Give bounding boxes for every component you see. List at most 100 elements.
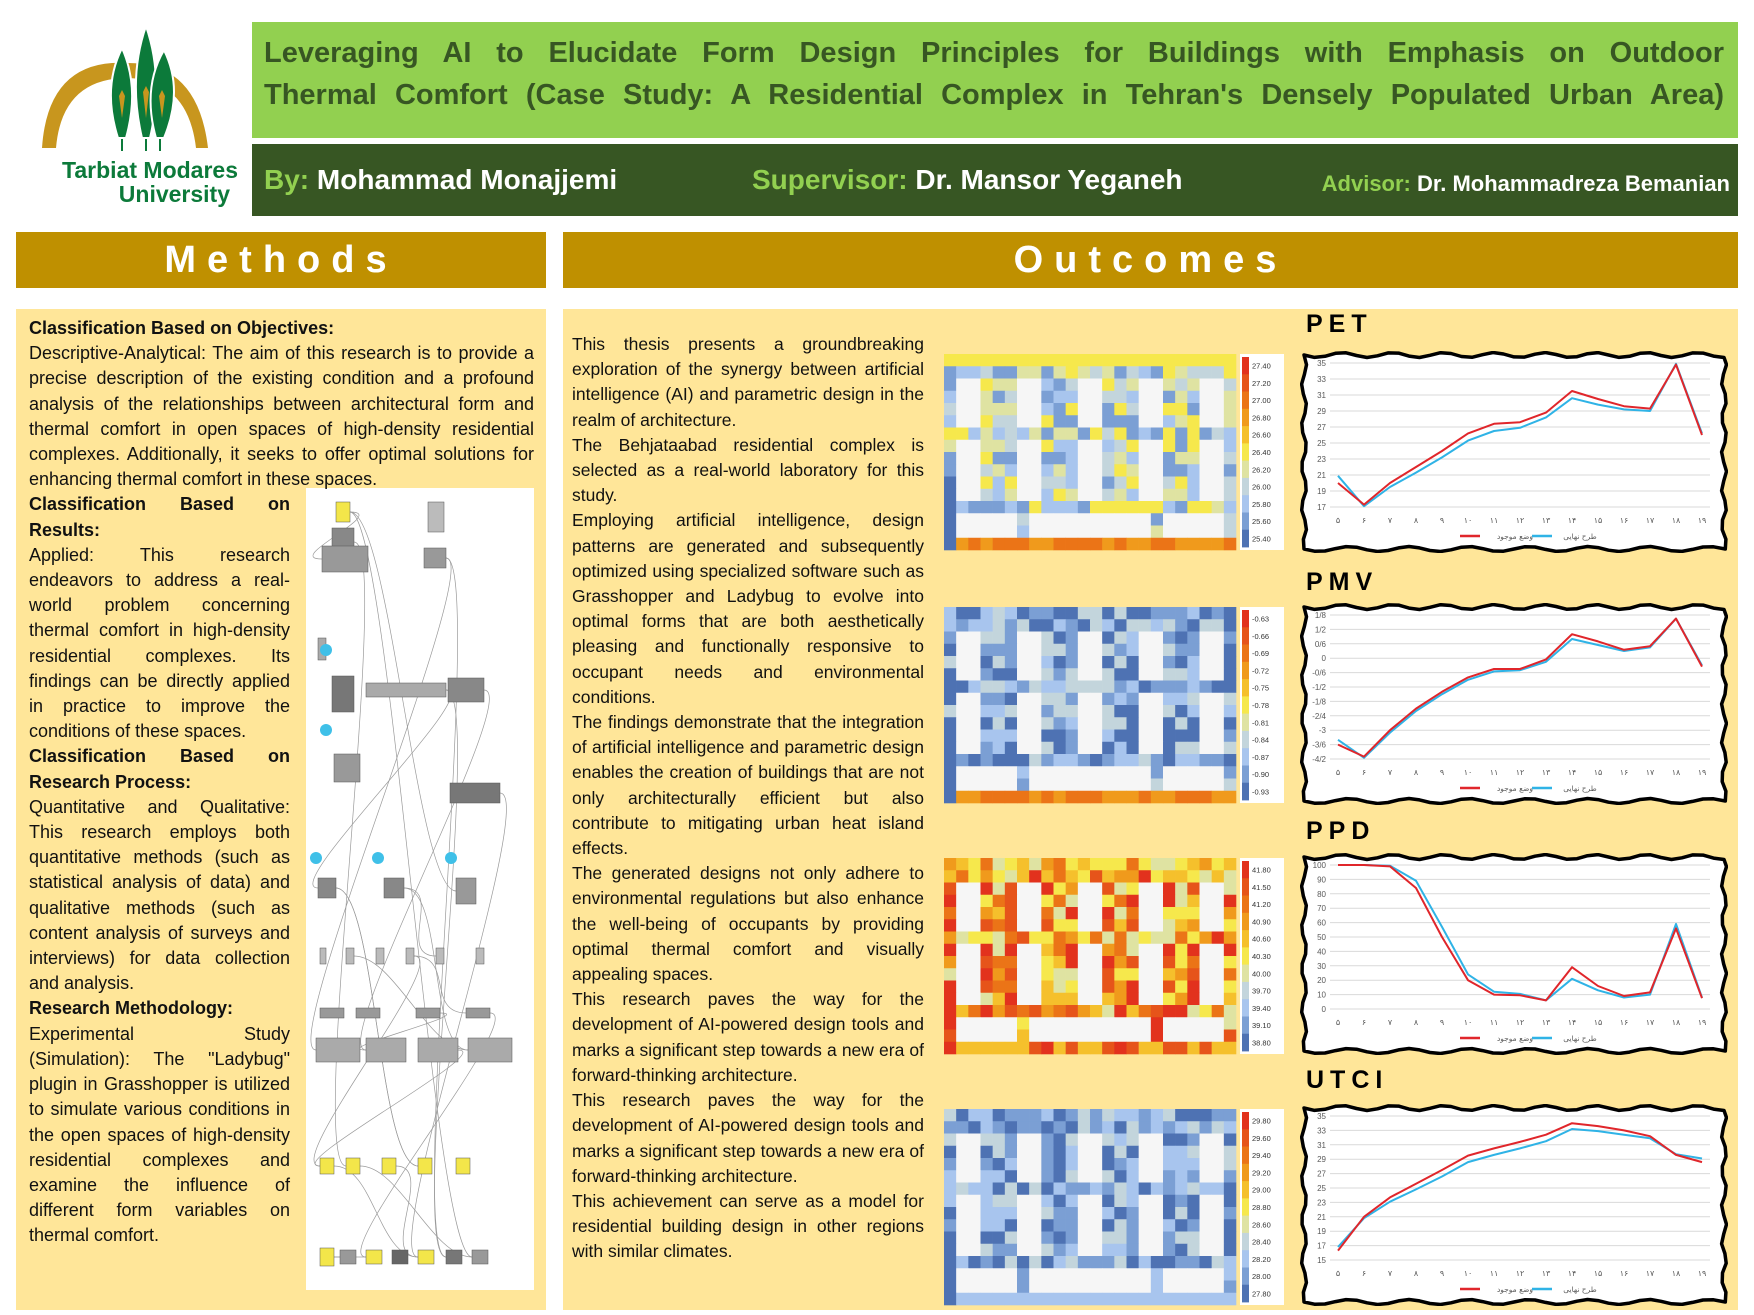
heatmap-cell (1102, 766, 1115, 779)
legend-label-existing: وضع موجود (1497, 1285, 1533, 1294)
component-node (317, 878, 337, 899)
heatmap-cell (1199, 464, 1212, 477)
heatmap-cell (1102, 1158, 1115, 1171)
heatmap-cell (1053, 501, 1066, 514)
heatmap-cell (1029, 631, 1042, 645)
legend-label: 27.20 (1252, 379, 1271, 388)
heatmap-cell (1114, 1158, 1127, 1171)
heatmap-cell (1077, 452, 1091, 465)
heatmap-cell (1223, 656, 1237, 669)
heatmap-cell (1211, 501, 1225, 514)
heatmap-cell (1199, 607, 1212, 620)
heatmap-cell (1065, 705, 1079, 718)
heatmap-cell (1150, 403, 1164, 416)
heatmap-cell (1187, 390, 1200, 404)
y-tick-label: -0/6 (1312, 669, 1326, 678)
heatmap-cell (980, 692, 993, 706)
heatmap-cell (1138, 415, 1152, 428)
heatmap-cell (944, 968, 957, 981)
legend-label: 28.40 (1252, 1238, 1271, 1247)
heatmap-cell (1102, 1017, 1115, 1030)
heatmap-cell (968, 631, 981, 645)
x-tick-label: ۵ (1336, 516, 1340, 525)
heatmap-cell (1065, 729, 1079, 743)
legend-swatch (1242, 1016, 1249, 1035)
heatmap-cell (992, 476, 1006, 490)
x-tick-label: ۷ (1388, 768, 1393, 777)
heatmap-cell (1150, 790, 1164, 804)
x-tick-label: ۱۸ (1672, 516, 1681, 525)
heatmap-cell (956, 607, 969, 620)
heatmap-cell (1175, 858, 1188, 871)
heatmap-cell (1138, 680, 1152, 694)
heatmap-cell (1102, 741, 1115, 755)
heatmap-cell (1126, 956, 1139, 969)
heatmap-cell (1029, 870, 1042, 883)
x-tick-label: ۱۲ (1516, 516, 1525, 525)
heatmap-cell (968, 354, 981, 367)
heatmap-cell (1053, 415, 1066, 428)
x-tick-label: ۸ (1414, 768, 1419, 777)
heatmap-cell (1187, 754, 1200, 767)
heatmap-cell (1004, 1145, 1018, 1159)
heatmap-cell (1126, 1231, 1139, 1245)
heatmap-cell (1175, 1243, 1188, 1257)
heatmap-cell (1077, 943, 1091, 957)
pet-heatmap: 27.40 27.20 27.00 26.80 26.60 26.40 26.20 26.00… (944, 354, 1284, 552)
heatmap-cell (1187, 919, 1200, 932)
heatmap-cell (1029, 1109, 1042, 1122)
heatmap-cell (968, 439, 981, 453)
x-tick-label: ۱۲ (1516, 768, 1525, 777)
heatmap-cell (1187, 1109, 1200, 1122)
heatmap-cell (992, 390, 1006, 404)
heatmap-cell (944, 427, 957, 441)
heatmap-cell (1053, 1256, 1066, 1269)
heatmap-cell (1199, 415, 1212, 428)
legend-swatch (1242, 964, 1249, 983)
heatmap-cell (1138, 513, 1152, 526)
legend-swatch (1242, 1146, 1249, 1165)
heatmap-cell (1102, 1268, 1115, 1281)
heatmap-cell (1150, 882, 1164, 896)
heatmap-cell (1053, 956, 1066, 969)
heatmap-cell (1199, 992, 1212, 1006)
heatmap-cell (1041, 1231, 1054, 1245)
heatmap-cell (1077, 692, 1091, 706)
heatmap-cell (1102, 668, 1115, 681)
heatmap-cell (1126, 378, 1139, 392)
heatmap-cell (1029, 968, 1042, 981)
heatmap-cell (1053, 1219, 1066, 1232)
heatmap-cell (1077, 680, 1091, 694)
heatmap-cell (1163, 882, 1176, 896)
heatmap-cell (1077, 415, 1091, 428)
heatmap-cell (1138, 1231, 1152, 1245)
heatmap-cell (1211, 476, 1225, 490)
heatmap-cell (1077, 980, 1091, 994)
heatmap-cell (1163, 1170, 1176, 1183)
pmv-heatmap: -0.63 -0.66 -0.69 -0.72 -0.75 -0.78 -0.81 -0.84… (944, 607, 1284, 805)
heatmap-cell (1053, 870, 1066, 883)
heatmap-cell (956, 631, 969, 645)
heatmap-cell (1138, 488, 1152, 502)
heatmap-cell (1102, 778, 1115, 792)
heatmap-cell (1138, 656, 1152, 669)
y-tick-label: 20 (1317, 976, 1326, 985)
methods-heading: Methods (16, 232, 546, 288)
heatmap-cell (956, 729, 969, 743)
heatmap-cell (968, 1280, 981, 1294)
component-node (375, 948, 385, 965)
heatmap-cell (1150, 919, 1164, 932)
utci-chart-title: UTCI (1306, 1066, 1389, 1094)
wire (360, 1013, 496, 1258)
heatmap-cell (1041, 619, 1054, 632)
component-node (417, 1250, 435, 1265)
heatmap-cell (992, 858, 1006, 871)
heatmap-cell (980, 1017, 993, 1030)
heatmap-cell (1138, 1194, 1152, 1208)
heatmap-cell (1102, 513, 1115, 526)
heatmap-cell (1223, 1280, 1237, 1294)
heatmap-cell (1126, 656, 1139, 669)
heatmap-cell (1211, 1231, 1225, 1245)
heatmap-cell (956, 619, 969, 632)
heatmap-cell (968, 943, 981, 957)
